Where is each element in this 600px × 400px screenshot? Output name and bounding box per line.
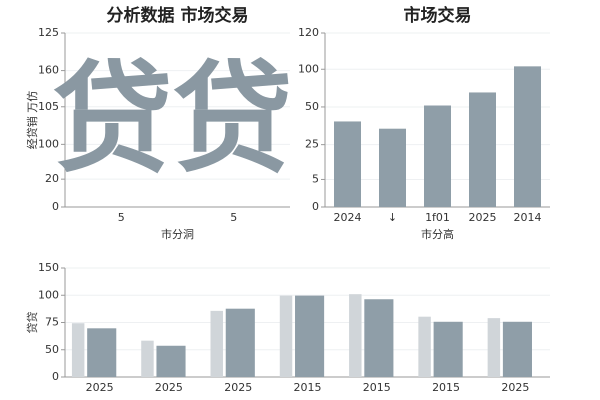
bar — [364, 299, 394, 377]
y-tick-label: 100 — [38, 137, 59, 150]
y-tick-label: 125 — [38, 26, 59, 39]
bar — [487, 318, 501, 377]
y-axis-label: 贷贷 — [25, 312, 39, 334]
x-tick-label: 2025 — [469, 211, 497, 224]
bar — [424, 105, 451, 207]
x-tick-label: 2025 — [86, 381, 114, 394]
bar — [225, 308, 255, 377]
x-axis-label: 市分高 — [421, 227, 454, 241]
bar — [418, 316, 431, 377]
y-tick-label: 100 — [298, 62, 319, 75]
y-tick-label: 25 — [305, 138, 319, 151]
y-tick-label: 50 — [45, 343, 59, 356]
x-tick-label: ↓ — [388, 211, 397, 224]
bar — [349, 294, 362, 377]
x-tick-label: 2014 — [514, 211, 542, 224]
x-tick-label: 2025 — [501, 381, 529, 394]
bar — [141, 340, 154, 377]
bar — [469, 92, 496, 207]
bar — [156, 345, 186, 377]
y-tick-label: 0 — [52, 200, 59, 213]
y-tick-label: 75 — [45, 316, 59, 329]
y-tick-label: 120 — [298, 26, 319, 39]
y-axis-label: 经贷销 万仿 — [25, 91, 39, 150]
bar — [433, 321, 463, 377]
bar — [334, 121, 361, 207]
y-tick-label: 5 — [312, 172, 319, 185]
bar — [210, 310, 223, 377]
chart-title: 市场交易 — [404, 5, 472, 26]
x-tick-label: 5 — [118, 211, 125, 224]
bar — [71, 323, 85, 377]
x-tick-label: 2025 — [155, 381, 183, 394]
x-tick-label: 2015 — [432, 381, 460, 394]
y-tick-label: 20 — [45, 172, 59, 185]
chart-title: 分析数据 市场交易 — [107, 5, 249, 26]
x-tick-label: 2024 — [334, 211, 362, 224]
annotation: 贷贷 — [53, 51, 293, 190]
y-tick-label: 0 — [52, 370, 59, 383]
y-tick-label: 150 — [38, 261, 59, 274]
x-tick-label: 1f01 — [425, 211, 450, 224]
x-tick-label: 5 — [230, 211, 237, 224]
bar — [87, 328, 117, 377]
bar — [502, 321, 532, 377]
x-tick-label: 2025 — [224, 381, 252, 394]
x-tick-label: 2015 — [363, 381, 391, 394]
x-axis-label: 市分洞 — [161, 227, 194, 241]
bar — [379, 128, 406, 207]
y-tick-label: 100 — [38, 288, 59, 301]
y-tick-label: 0 — [312, 200, 319, 213]
bar — [279, 295, 293, 377]
bar — [514, 66, 541, 207]
y-tick-label: 160 — [38, 64, 59, 77]
y-tick-label: 50 — [305, 100, 319, 113]
x-tick-label: 2015 — [294, 381, 322, 394]
bar — [295, 295, 325, 377]
y-tick-label: 105 — [38, 100, 59, 113]
